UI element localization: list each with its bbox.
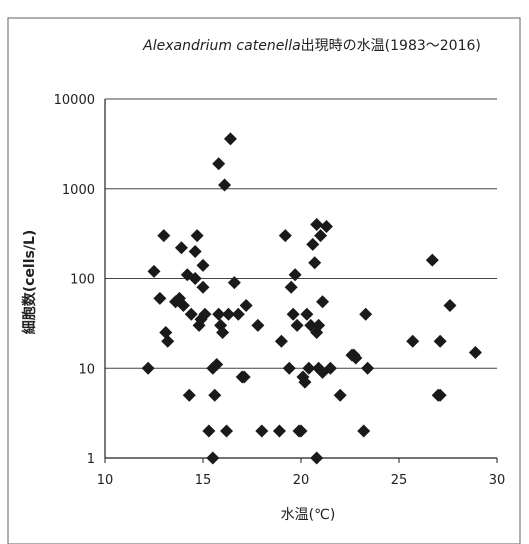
data-point-26 — [212, 307, 226, 321]
data-point-74 — [361, 361, 375, 375]
y-tick-label-100: 100 — [70, 273, 95, 288]
data-point-37 — [237, 370, 251, 384]
data-point-47 — [288, 268, 302, 282]
data-point-73 — [359, 307, 373, 321]
data-point-38 — [239, 299, 253, 313]
data-point-80 — [443, 299, 457, 313]
x-tick-labels: 10 15 20 25 30 — [97, 473, 506, 488]
data-point-57 — [308, 256, 322, 270]
data-point-40 — [255, 424, 269, 438]
data-point-79 — [433, 334, 447, 348]
data-point-1 — [147, 264, 161, 278]
data-point-8 — [174, 241, 188, 255]
chart-title-suffix: 出現時の水温(1983〜2016) — [301, 38, 481, 54]
data-point-0 — [141, 361, 155, 375]
data-point-39 — [251, 318, 265, 332]
x-tick-label-10: 10 — [97, 473, 114, 488]
data-point-56 — [306, 237, 320, 251]
data-point-32 — [221, 307, 235, 321]
data-point-71 — [349, 351, 363, 365]
data-point-5 — [161, 334, 175, 348]
data-point-46 — [286, 307, 300, 321]
data-point-21 — [202, 424, 216, 438]
data-point-31 — [220, 424, 234, 438]
chart-title-species: Alexandrium catenella — [142, 38, 301, 54]
x-tick-label-20: 20 — [293, 473, 310, 488]
data-point-72 — [357, 424, 371, 438]
data-point-43 — [278, 229, 292, 243]
data-point-35 — [231, 307, 245, 321]
gridlines — [105, 98, 497, 369]
x-axis-title: 水温(℃) — [281, 507, 336, 523]
data-point-60 — [312, 318, 326, 332]
data-point-54 — [302, 361, 316, 375]
data-point-19 — [196, 280, 210, 294]
data-point-27 — [212, 157, 226, 171]
data-point-12 — [184, 307, 198, 321]
data-point-78 — [433, 388, 447, 402]
y-axis-title: 細胞数(cells/L) — [21, 230, 38, 335]
data-point-75 — [406, 334, 420, 348]
data-point-64 — [316, 295, 330, 309]
data-point-62 — [310, 451, 324, 465]
x-tick-label-30: 30 — [489, 473, 506, 488]
data-point-45 — [284, 280, 298, 294]
data-point-63 — [314, 229, 328, 243]
data-point-52 — [298, 375, 312, 389]
data-point-68 — [333, 388, 347, 402]
chart-title: Alexandrium catenella出現時の水温(1983〜2016) — [142, 38, 481, 54]
y-tick-labels: 1 10 100 1000 10000 — [54, 93, 95, 467]
data-point-13 — [188, 272, 202, 285]
data-point-3 — [157, 229, 171, 243]
chart-border — [7, 17, 521, 544]
data-point-41 — [272, 424, 286, 438]
data-point-2 — [153, 291, 167, 305]
data-points — [141, 132, 482, 465]
data-point-30 — [218, 178, 232, 192]
y-tick-label-10000: 10000 — [54, 93, 95, 108]
data-point-53 — [300, 307, 314, 321]
axes — [104, 99, 498, 463]
data-point-67 — [323, 361, 337, 375]
data-point-81 — [468, 345, 482, 359]
data-point-50 — [294, 424, 308, 438]
data-point-24 — [208, 388, 222, 402]
data-point-44 — [282, 361, 296, 375]
data-point-15 — [188, 244, 202, 258]
data-point-9 — [176, 299, 190, 313]
data-point-14 — [190, 229, 204, 243]
y-tick-label-10: 10 — [78, 362, 95, 377]
data-point-58 — [310, 217, 324, 231]
x-tick-label-25: 25 — [391, 473, 408, 488]
data-point-22 — [206, 451, 220, 465]
y-tick-label-1: 1 — [87, 452, 95, 467]
data-point-29 — [216, 326, 230, 340]
data-point-34 — [227, 276, 241, 290]
data-point-33 — [223, 132, 237, 146]
data-point-20 — [198, 307, 212, 321]
data-point-4 — [159, 326, 173, 340]
data-point-42 — [274, 334, 288, 348]
data-point-25 — [210, 358, 224, 372]
data-point-11 — [182, 388, 196, 402]
x-tick-label-15: 15 — [195, 473, 212, 488]
data-point-18 — [196, 258, 210, 272]
data-point-48 — [290, 318, 304, 332]
data-point-76 — [425, 253, 439, 267]
y-tick-label-1000: 1000 — [62, 183, 95, 198]
data-point-66 — [319, 219, 333, 233]
